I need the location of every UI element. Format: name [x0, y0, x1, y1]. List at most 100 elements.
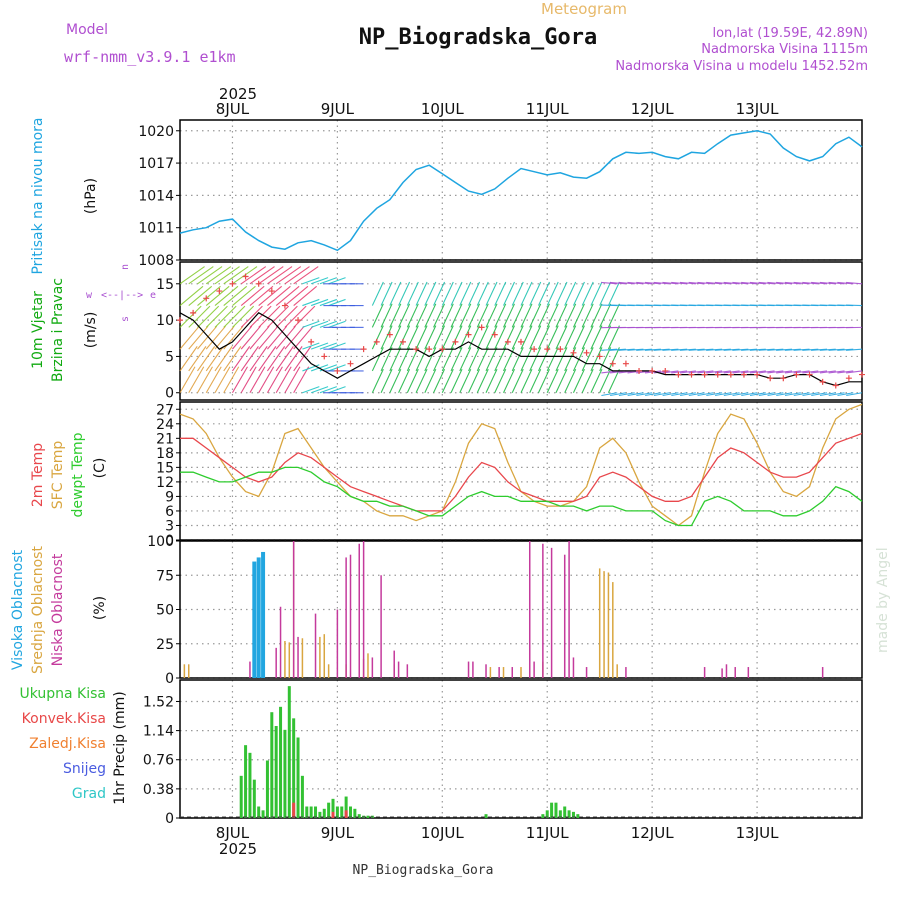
- wind-vector: [572, 368, 585, 393]
- wind-vector: [537, 303, 550, 328]
- y-tick-label: 1020: [138, 124, 174, 140]
- wind-vector: [564, 368, 577, 393]
- cloud-bar: [598, 568, 601, 678]
- wind-vector: [732, 370, 749, 374]
- top-day-label: 12JUL: [631, 100, 674, 118]
- wind-vector: [450, 325, 463, 350]
- wind-vector: [188, 325, 209, 350]
- wind-vector: [680, 392, 696, 397]
- cloud-bar: [528, 541, 531, 678]
- wind-vector: [188, 305, 211, 328]
- gust-marker: [675, 371, 682, 378]
- wind-vector: [197, 325, 218, 350]
- top-day-label: 10JUL: [421, 100, 464, 118]
- wind-vector: [424, 368, 437, 393]
- wind-vector: [284, 325, 305, 350]
- gust-marker: [701, 371, 708, 378]
- wind-vector: [223, 266, 249, 285]
- wind-vector: [581, 368, 594, 393]
- wind-vector: [776, 281, 793, 285]
- model-name: wrf-nmm_v3.9.1 e1km: [64, 48, 236, 66]
- cloud-bar: [703, 667, 706, 678]
- cloud-bar: [563, 554, 566, 678]
- lonlat-label: lon,lat (19.59E, 42.89N): [712, 26, 868, 41]
- wind-vector: [767, 281, 784, 285]
- wind-vector: [424, 303, 437, 328]
- wind-vector: [546, 347, 559, 372]
- pressure-line: [179, 130, 863, 252]
- wind-vector: [706, 348, 723, 351]
- wind-vector: [380, 281, 393, 306]
- gust-marker: [386, 331, 393, 338]
- wind-vector: [319, 320, 338, 328]
- wind-vector: [293, 325, 314, 350]
- wind-vector: [293, 366, 310, 394]
- wind-vector: [179, 266, 205, 285]
- cloud-bar: [358, 543, 360, 678]
- precip-bar: [344, 810, 348, 818]
- cloud-ylabel-mid: Srednja Oblacnost: [30, 546, 46, 674]
- precip-bar: [287, 686, 291, 818]
- cloud-bar: [187, 664, 190, 678]
- wind-vector: [758, 370, 775, 374]
- wind-vector: [564, 281, 577, 306]
- wind-vector: [441, 347, 454, 372]
- wind-vector: [232, 346, 251, 372]
- wind-vector: [679, 370, 696, 374]
- wind-vector: [380, 347, 393, 372]
- cloud-bar: [821, 667, 824, 678]
- precip-bar: [248, 752, 252, 818]
- cloud-bar: [367, 653, 369, 678]
- precip-bar: [252, 779, 256, 818]
- gust-marker: [360, 346, 367, 353]
- precip-bar: [322, 808, 326, 818]
- panel-frame: [179, 401, 863, 541]
- wind-vector: [688, 348, 705, 351]
- wind-vector: [776, 392, 793, 397]
- wind-vector: [511, 303, 524, 328]
- wind-vector: [214, 325, 235, 350]
- wind-vector: [610, 392, 627, 397]
- wind-vector: [258, 305, 281, 328]
- wind-vector: [714, 348, 731, 351]
- temp-ylabel-dewpt: dewpt Temp: [70, 432, 86, 517]
- svg-text:w: w: [86, 290, 93, 301]
- wind-vector: [415, 347, 428, 372]
- wind-vector: [846, 392, 863, 397]
- wind-vector: [723, 392, 740, 397]
- wind-vector: [564, 303, 577, 328]
- wind-vector: [671, 370, 688, 374]
- wind-vector: [258, 346, 277, 372]
- precip-bar: [327, 802, 331, 818]
- wind-vector: [319, 386, 338, 394]
- wind-vector: [310, 277, 329, 285]
- wind-vector: [511, 347, 524, 372]
- wind-vector: [380, 368, 393, 393]
- wind-vector: [793, 392, 810, 397]
- wind-vector: [424, 281, 437, 306]
- y-tick-label: 75: [156, 568, 174, 584]
- wind-vector: [819, 370, 836, 374]
- wind-vector: [468, 303, 481, 328]
- cloud-bar: [279, 606, 282, 678]
- precip-ylabel: 1hr Precip (mm): [112, 691, 128, 804]
- wind-vector: [188, 346, 207, 372]
- wind-vector: [468, 281, 481, 306]
- wind-vector: [811, 392, 828, 397]
- wind-vector: [302, 320, 320, 328]
- wind-vector: [205, 325, 226, 350]
- gust-marker: [609, 360, 616, 367]
- wind-vector: [284, 366, 301, 394]
- wind-vector: [537, 325, 550, 350]
- temp-2m-line: [180, 432, 863, 512]
- wind-vector: [758, 281, 775, 285]
- precip-bar: [349, 806, 352, 818]
- gust-marker: [255, 280, 262, 287]
- wind-vector: [406, 325, 419, 350]
- cloud-bar: [327, 664, 330, 678]
- wind-vector: [310, 298, 329, 307]
- wind-vector: [758, 348, 775, 351]
- wind-vector: [688, 392, 705, 397]
- wind-vector: [607, 325, 620, 350]
- panel-wind: 0 5 10 15: [156, 261, 865, 402]
